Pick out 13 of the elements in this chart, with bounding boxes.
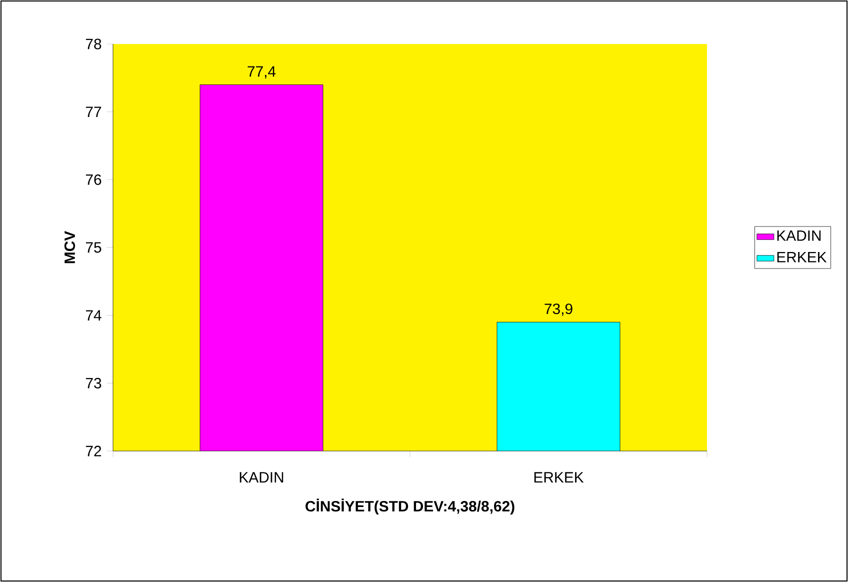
y-tick-label: 78 — [86, 38, 102, 50]
y-tick-label: 77 — [86, 106, 102, 117]
text: 73,9 — [544, 304, 572, 316]
y-tick-label: 75 — [86, 242, 102, 253]
y-axis-title: MCV — [64, 231, 76, 264]
x-axis-title: CİNSİYET(STD DEV:4,38/8,62) — [306, 498, 514, 515]
y-tick-label: 76 — [86, 174, 102, 185]
y-tick-label: 72 — [86, 446, 102, 456]
y-tick-label: 73 — [86, 378, 102, 388]
y-tick-label: 74 — [86, 310, 102, 320]
legend-label: KADIN — [777, 230, 821, 241]
legend-label: ERKEK — [777, 252, 827, 262]
text: 77,4 — [248, 66, 276, 78]
